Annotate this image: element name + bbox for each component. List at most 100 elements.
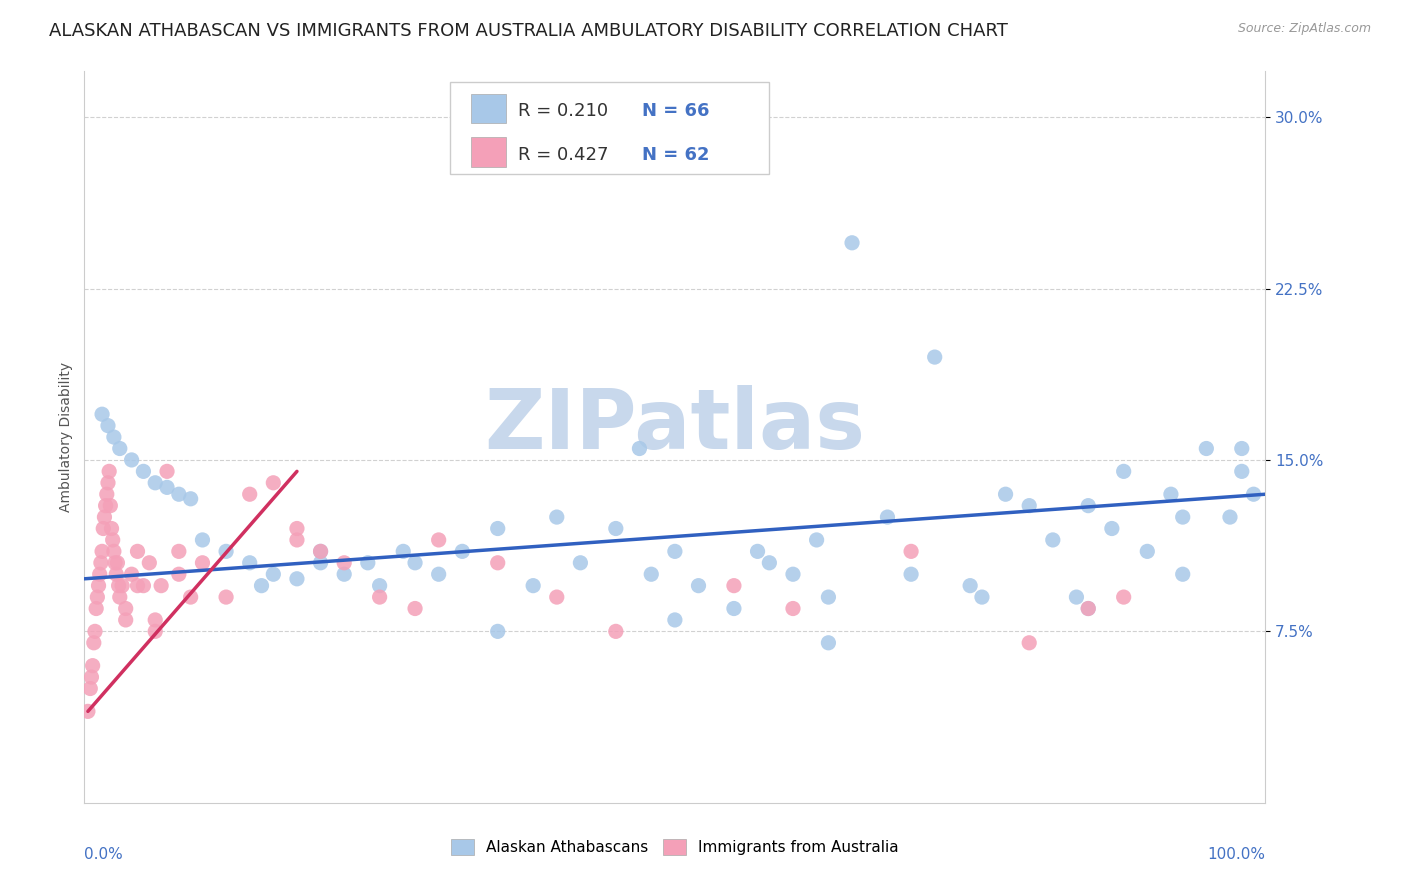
Point — [1018, 499, 1040, 513]
Legend: Alaskan Athabascans, Immigrants from Australia: Alaskan Athabascans, Immigrants from Aus… — [444, 833, 905, 861]
Point — [994, 487, 1017, 501]
Point — [723, 601, 745, 615]
Point — [94, 499, 117, 513]
Point — [143, 624, 166, 639]
Point — [404, 556, 426, 570]
Point — [1066, 590, 1088, 604]
Point — [1171, 510, 1194, 524]
Point — [239, 556, 262, 570]
Point — [100, 521, 122, 535]
Point — [427, 567, 450, 582]
Point — [486, 556, 509, 570]
Point — [93, 510, 115, 524]
Point — [80, 670, 103, 684]
Point — [309, 556, 332, 570]
Point — [83, 636, 105, 650]
FancyBboxPatch shape — [450, 82, 769, 174]
Point — [392, 544, 415, 558]
Point — [84, 601, 107, 615]
Point — [215, 544, 238, 558]
Point — [1042, 533, 1064, 547]
Point — [970, 590, 993, 604]
Point — [605, 521, 627, 535]
Point — [87, 579, 110, 593]
Point — [132, 579, 155, 593]
Point — [368, 590, 391, 604]
Point — [98, 464, 121, 478]
Point — [333, 567, 356, 582]
Point — [79, 681, 101, 696]
Point — [688, 579, 710, 593]
Point — [90, 556, 112, 570]
Point — [1136, 544, 1159, 558]
Point — [105, 567, 128, 582]
FancyBboxPatch shape — [471, 94, 506, 123]
Point — [107, 579, 129, 593]
Point — [1171, 567, 1194, 582]
Point — [97, 475, 120, 490]
Point — [150, 579, 173, 593]
Point — [262, 475, 284, 490]
Point — [98, 499, 121, 513]
Point — [569, 556, 592, 570]
Point — [1077, 601, 1099, 615]
Point — [1018, 636, 1040, 650]
Point — [250, 579, 273, 593]
Point — [522, 579, 544, 593]
Point — [723, 579, 745, 593]
Point — [333, 556, 356, 570]
Point — [138, 556, 160, 570]
Point — [111, 579, 134, 593]
Point — [77, 705, 100, 719]
Point — [1112, 464, 1135, 478]
Point — [114, 601, 136, 615]
Point — [486, 624, 509, 639]
Point — [309, 544, 332, 558]
Point — [546, 590, 568, 604]
Point — [103, 430, 125, 444]
Point — [121, 453, 143, 467]
Point — [167, 567, 190, 582]
Point — [309, 544, 332, 558]
Text: R = 0.427: R = 0.427 — [517, 146, 609, 164]
Point — [900, 567, 922, 582]
Text: 0.0%: 0.0% — [84, 847, 124, 862]
Text: R = 0.210: R = 0.210 — [517, 103, 607, 120]
Text: N = 62: N = 62 — [641, 146, 709, 164]
Point — [451, 544, 474, 558]
Point — [1195, 442, 1218, 456]
Point — [427, 533, 450, 547]
Point — [239, 487, 262, 501]
Point — [156, 464, 179, 478]
Point — [96, 487, 118, 501]
Point — [127, 544, 149, 558]
Point — [91, 407, 114, 421]
Text: Source: ZipAtlas.com: Source: ZipAtlas.com — [1237, 22, 1371, 36]
Point — [89, 567, 111, 582]
Text: ZIPatlas: ZIPatlas — [485, 385, 865, 467]
Point — [121, 567, 143, 582]
Point — [924, 350, 946, 364]
Point — [143, 475, 166, 490]
Point — [876, 510, 898, 524]
Point — [1243, 487, 1265, 501]
Point — [91, 521, 114, 535]
Point — [101, 533, 124, 547]
Point — [368, 579, 391, 593]
Point — [285, 533, 308, 547]
Point — [180, 590, 202, 604]
Point — [841, 235, 863, 250]
Point — [747, 544, 769, 558]
Point — [84, 624, 107, 639]
Point — [180, 491, 202, 506]
Point — [758, 556, 780, 570]
Point — [782, 567, 804, 582]
FancyBboxPatch shape — [471, 137, 506, 167]
Text: ALASKAN ATHABASCAN VS IMMIGRANTS FROM AUSTRALIA AMBULATORY DISABILITY CORRELATIO: ALASKAN ATHABASCAN VS IMMIGRANTS FROM AU… — [49, 22, 1008, 40]
Point — [959, 579, 981, 593]
Point — [546, 510, 568, 524]
Point — [143, 613, 166, 627]
Point — [285, 521, 308, 535]
Point — [664, 544, 686, 558]
Point — [806, 533, 828, 547]
